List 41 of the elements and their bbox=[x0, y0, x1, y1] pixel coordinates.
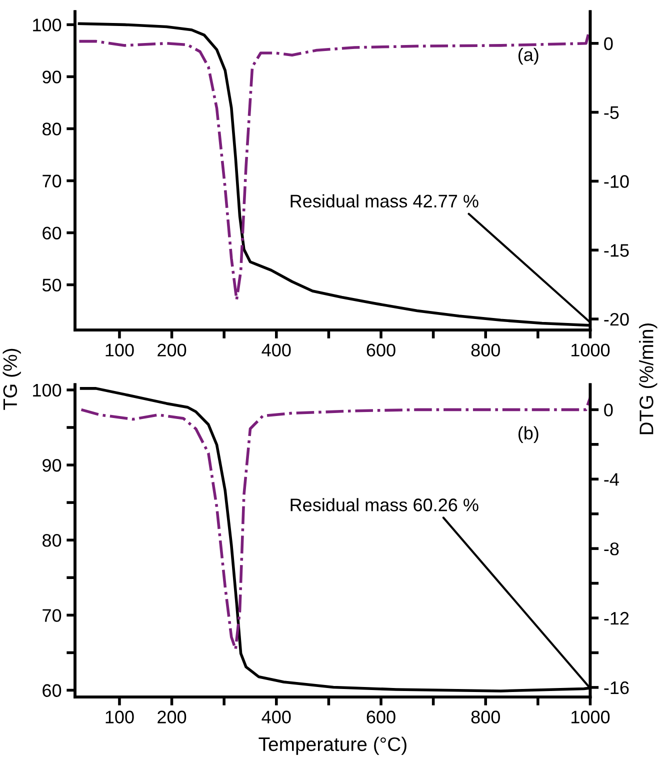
y2-tick-label: -4 bbox=[604, 473, 619, 486]
y-tick-label: 90 bbox=[42, 70, 62, 84]
y2-tick-label: -8 bbox=[604, 542, 619, 556]
y-tick-label: 60 bbox=[42, 226, 62, 240]
x-tick-label: 200 bbox=[158, 710, 186, 724]
annotation: Residual mass 42.77 % bbox=[290, 194, 478, 208]
y-tick-label: 60 bbox=[42, 684, 62, 697]
x-tick-label: 800 bbox=[471, 344, 500, 356]
y2-tick-label: -20 bbox=[604, 312, 629, 326]
x-tick-label: 400 bbox=[262, 344, 291, 356]
annotation: (b) bbox=[518, 426, 538, 444]
x-tick-label: 400 bbox=[262, 710, 291, 724]
y2-axis-title: DTG (%/min) bbox=[639, 323, 658, 434]
line-series bbox=[80, 396, 590, 651]
x-axis-title: Temperature (°C) bbox=[258, 736, 406, 755]
y-tick-label: 70 bbox=[42, 174, 62, 188]
x-tick-label: 100 bbox=[106, 344, 134, 356]
y-tick-label: 80 bbox=[42, 534, 62, 547]
y2-tick-label: 0 bbox=[604, 404, 613, 416]
y2-tick-label: -5 bbox=[604, 106, 619, 119]
y2-tick-label: -16 bbox=[604, 681, 629, 694]
x-tick-label: 1000 bbox=[572, 710, 610, 724]
x-tick-label: 100 bbox=[106, 710, 134, 724]
annotation: (a) bbox=[518, 48, 538, 65]
y-tick-label: 80 bbox=[42, 122, 62, 136]
y2-tick-label: -15 bbox=[604, 244, 629, 257]
y-tick-label: 100 bbox=[33, 384, 62, 397]
y2-tick-label: 0 bbox=[604, 37, 613, 50]
x-tick-label: 200 bbox=[158, 344, 186, 356]
y2-tick-label: -10 bbox=[604, 175, 629, 188]
y-tick-label: 50 bbox=[42, 278, 62, 292]
x-tick-label: 800 bbox=[471, 710, 500, 724]
y-tick-label: 90 bbox=[42, 458, 62, 472]
x-tick-label: 600 bbox=[366, 710, 396, 724]
y-tick-label: 100 bbox=[33, 18, 62, 32]
y2-tick-label: -12 bbox=[604, 612, 629, 625]
y-axis-title: TG (%) bbox=[2, 348, 21, 410]
x-tick-label: 600 bbox=[366, 344, 396, 356]
annotation: Residual mass 60.26 % bbox=[290, 498, 478, 512]
x-tick-label: 1000 bbox=[572, 344, 610, 356]
y-tick-label: 70 bbox=[42, 609, 62, 622]
